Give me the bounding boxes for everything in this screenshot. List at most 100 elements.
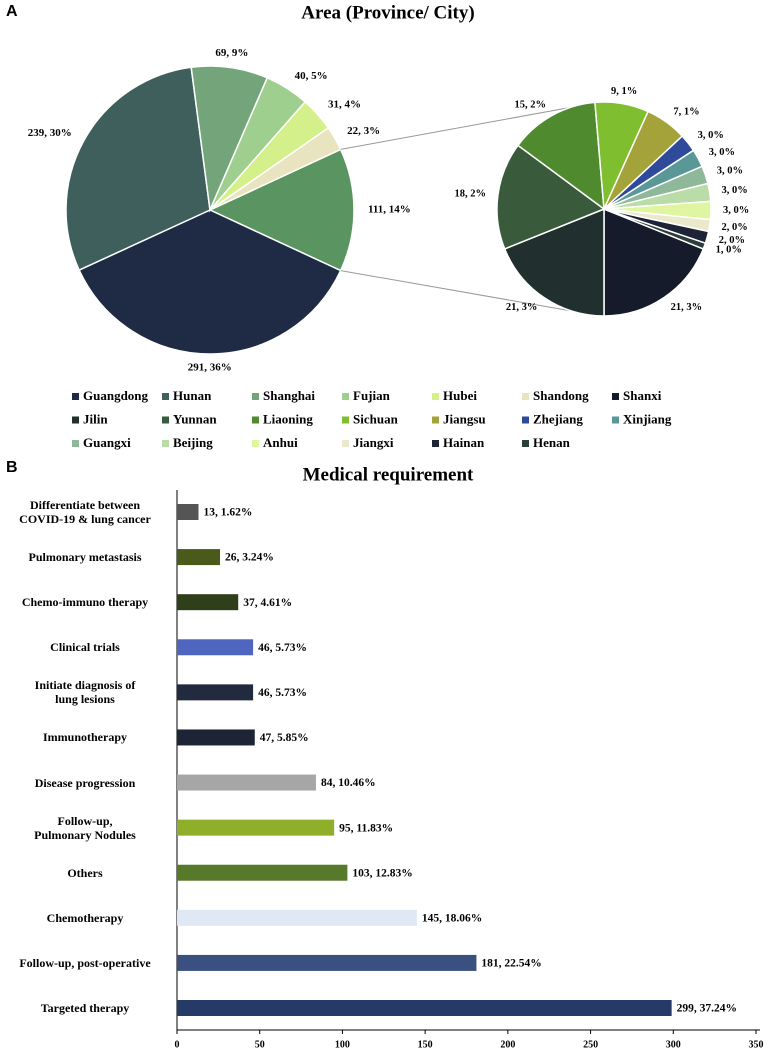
legend-swatch <box>72 393 79 400</box>
y-tick-label: Others <box>67 865 103 880</box>
slice-label: 291, 36% <box>188 362 232 374</box>
legend-swatch <box>72 416 79 424</box>
x-tick-label: 100 <box>335 1039 350 1050</box>
value-label: 103, 12.83% <box>352 867 412 879</box>
legend-swatch <box>162 440 169 447</box>
x-tick-label: 150 <box>418 1039 433 1050</box>
legend-label: Yunnan <box>173 411 217 426</box>
y-tick-label: Initiate diagnosis of lung lesions <box>34 678 136 707</box>
legend-swatch <box>252 416 259 424</box>
legend-swatch <box>162 416 169 424</box>
legend-swatch <box>612 393 619 400</box>
legend-label: Jiangsu <box>443 411 486 426</box>
bar <box>177 549 221 566</box>
slice-label: 1, 0% <box>716 245 742 256</box>
value-label: 299, 37.24% <box>677 1003 737 1015</box>
legend-label: Liaoning <box>263 411 313 426</box>
legend-swatch <box>432 393 439 400</box>
slice-label: 3, 0% <box>717 165 743 176</box>
value-label: 26, 3.24% <box>225 552 274 564</box>
slice-label: 69, 9% <box>215 47 248 59</box>
slice-label: 3, 0% <box>722 185 748 196</box>
pie-slice <box>516 101 605 211</box>
bar <box>177 594 239 611</box>
legend-label: Jilin <box>83 411 108 426</box>
bar <box>177 684 254 701</box>
x-tick-label: 350 <box>749 1039 764 1050</box>
slice-label: 3, 0% <box>709 147 735 158</box>
legend-swatch <box>432 440 439 447</box>
legend-swatch <box>522 416 529 424</box>
bar <box>177 819 335 836</box>
pie-slice <box>496 144 606 250</box>
pie-slice <box>603 207 705 317</box>
y-tick-label: Targeted therapy <box>40 1001 130 1015</box>
legend-label: Zhejiang <box>533 411 583 426</box>
slice-label: 7, 1% <box>673 107 699 118</box>
bar <box>177 774 316 791</box>
y-tick-label: Chemotherapy <box>46 910 124 925</box>
slice-label: 2, 0% <box>722 222 748 233</box>
legend-swatch <box>252 440 259 447</box>
bar <box>177 639 254 656</box>
slice-label: 239, 30% <box>28 127 72 139</box>
legend-label: Fujian <box>353 388 391 403</box>
y-tick-label: Chemo-immuno therapy <box>21 595 149 610</box>
value-label: 46, 5.73% <box>258 687 307 699</box>
bar <box>177 909 417 926</box>
value-label: 145, 18.06% <box>422 912 482 924</box>
legend-label: Guangdong <box>83 388 149 403</box>
slice-label: 15, 2% <box>514 100 546 111</box>
slice-label: 40, 5% <box>295 70 328 82</box>
pie-slice <box>208 148 355 272</box>
legend-label: Guangxi <box>83 435 131 450</box>
legend-swatch <box>162 393 169 400</box>
legend-label: Henan <box>533 435 571 450</box>
bar <box>177 864 348 881</box>
pie-slice <box>503 207 605 317</box>
slice-label: 111, 14% <box>368 204 411 216</box>
legend-swatch <box>432 416 439 424</box>
y-tick-label: Immunotherapy <box>42 730 127 745</box>
legend-label: Shandong <box>533 388 589 403</box>
slice-label: 18, 2% <box>454 188 486 199</box>
pie-slice <box>78 209 342 355</box>
x-tick-label: 300 <box>666 1039 681 1050</box>
pie-slice <box>209 126 342 211</box>
legend-label: Shanghai <box>263 388 315 403</box>
value-label: 47, 5.85% <box>260 732 309 744</box>
bar <box>177 504 199 520</box>
legend-label: Xinjiang <box>623 411 672 426</box>
y-tick-label: Follow-up, Pulmonary Nodules <box>34 813 136 842</box>
slice-label: 22, 3% <box>347 125 380 137</box>
value-label: 46, 5.73% <box>258 642 307 654</box>
legend-label: Sichuan <box>353 411 399 426</box>
chart-title: Area (Province/ City) <box>301 2 474 23</box>
value-label: 95, 11.83% <box>339 822 393 834</box>
value-label: 84, 10.46% <box>321 777 376 789</box>
pie-slice <box>603 208 707 250</box>
bar <box>177 729 255 746</box>
value-label: 37, 4.61% <box>243 597 292 609</box>
y-tick-label: Differentiate between COVID-19 & lung ca… <box>19 498 151 526</box>
legend-label: Anhui <box>263 435 298 450</box>
legend-swatch <box>252 393 259 400</box>
panel-label: A <box>6 3 18 20</box>
x-tick-label: 250 <box>583 1039 598 1050</box>
legend-swatch <box>342 440 349 447</box>
y-tick-label: Pulmonary metastasis <box>28 550 142 565</box>
legend-label: Hubei <box>443 388 477 403</box>
connector <box>340 101 601 150</box>
legend-label: Hainan <box>443 435 485 450</box>
y-tick-label: Disease progression <box>34 775 136 790</box>
bar <box>177 954 477 971</box>
legend-swatch <box>612 416 619 424</box>
y-tick-label: Follow-up, post-operative <box>19 955 151 970</box>
legend-swatch <box>342 416 349 424</box>
legend-label: Shanxi <box>623 388 662 403</box>
x-tick-label: 50 <box>255 1039 265 1050</box>
slice-label: 21, 3% <box>506 302 538 313</box>
legend-swatch <box>342 393 349 400</box>
